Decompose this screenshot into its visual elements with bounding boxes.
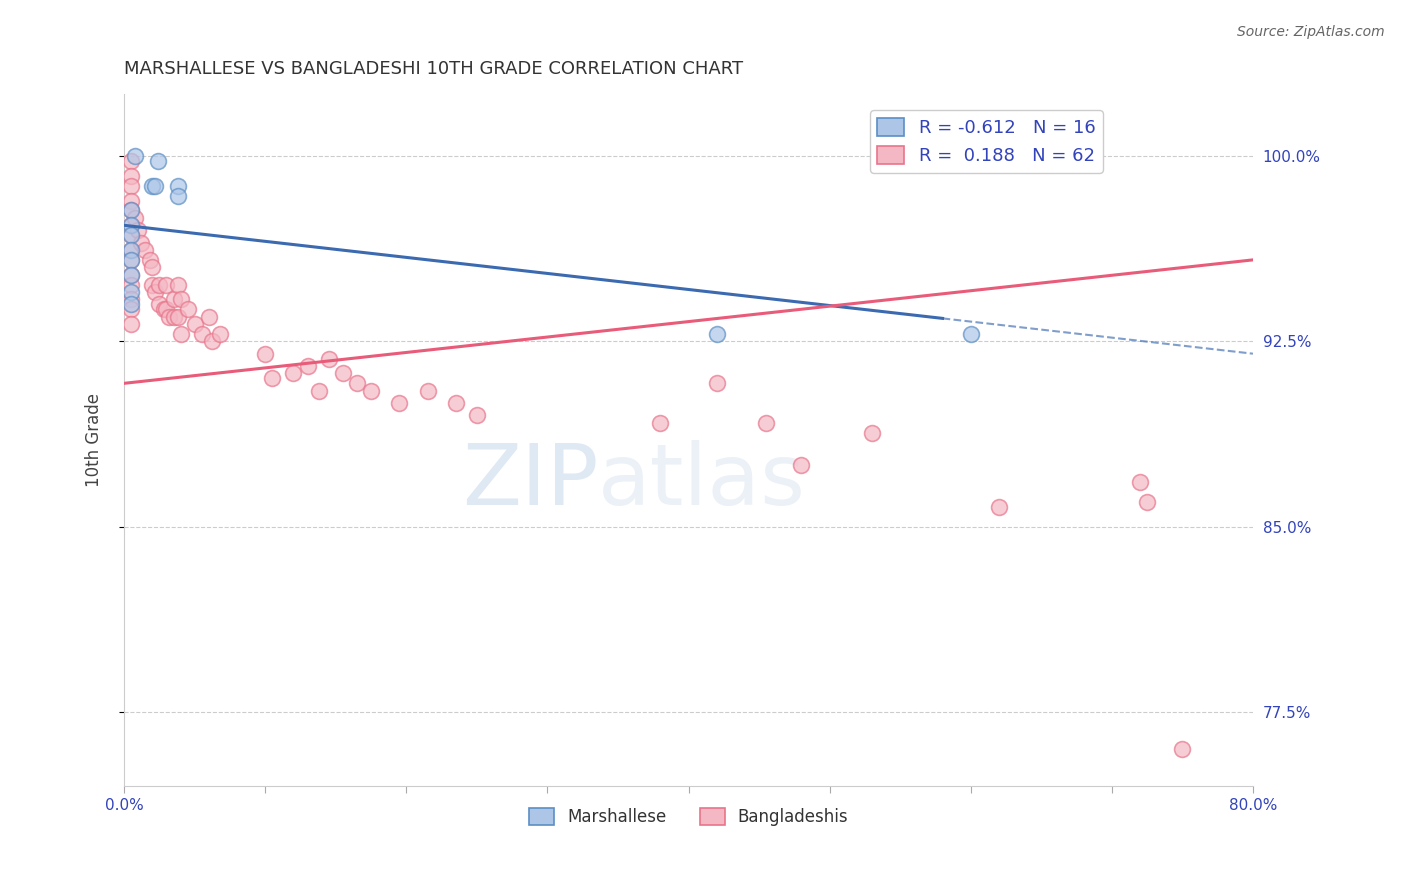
Point [124,211,146,225]
Point [318,351,340,366]
Point [120,297,142,311]
Point [120,252,142,267]
Point [120,228,142,243]
Point [262,371,284,385]
Point [134,243,156,257]
Point [155,302,177,317]
Point [166,178,188,193]
Point [198,310,221,324]
Point [152,302,174,317]
Point [1171,741,1194,756]
Point [346,376,368,391]
Point [120,178,142,193]
Point [120,169,142,183]
Point [162,310,184,324]
Point [120,194,142,208]
Point [148,297,170,311]
Legend: Marshallese, Bangladeshis: Marshallese, Bangladeshis [522,801,855,833]
Text: ZIP: ZIP [461,440,598,523]
Point [120,203,142,218]
Point [120,228,142,243]
Point [124,149,146,163]
Point [120,219,142,233]
Point [120,243,142,257]
Point [190,326,212,341]
Point [155,277,177,292]
Point [143,178,166,193]
Point [1136,495,1159,509]
Point [790,458,813,472]
Point [120,203,142,218]
Point [120,243,142,257]
Point [755,416,778,430]
Point [959,326,981,341]
Point [166,277,188,292]
Point [146,154,169,169]
Point [120,268,142,282]
Point [120,285,142,299]
Point [138,252,160,267]
Text: Source: ZipAtlas.com: Source: ZipAtlas.com [1237,25,1385,39]
Point [120,293,142,307]
Point [162,293,184,307]
Point [166,310,188,324]
Point [148,277,170,292]
Point [988,500,1011,514]
Y-axis label: 10th Grade: 10th Grade [86,393,103,487]
Point [283,367,305,381]
Point [416,384,439,398]
Point [169,326,191,341]
Point [127,223,149,237]
Text: atlas: atlas [598,440,806,523]
Point [706,376,728,391]
Point [120,317,142,331]
Point [209,326,232,341]
Point [120,252,142,267]
Point [1129,475,1152,489]
Text: MARSHALLESE VS BANGLADESHI 10TH GRADE CORRELATION CHART: MARSHALLESE VS BANGLADESHI 10TH GRADE CO… [124,60,744,78]
Point [297,359,319,373]
Point [183,317,205,331]
Point [141,260,163,275]
Point [388,396,411,410]
Point [141,178,163,193]
Point [860,425,883,440]
Point [141,277,163,292]
Point [120,277,142,292]
Point [120,219,142,233]
Point [143,285,166,299]
Point [444,396,467,410]
Point [308,384,330,398]
Point [120,302,142,317]
Point [706,326,728,341]
Point [201,334,224,349]
Point [129,235,152,250]
Point [254,347,277,361]
Point [332,367,354,381]
Point [169,293,191,307]
Point [120,154,142,169]
Point [465,409,488,423]
Point [157,310,180,324]
Point [650,416,672,430]
Point [120,268,142,282]
Point [360,384,382,398]
Point [176,302,198,317]
Point [166,188,188,202]
